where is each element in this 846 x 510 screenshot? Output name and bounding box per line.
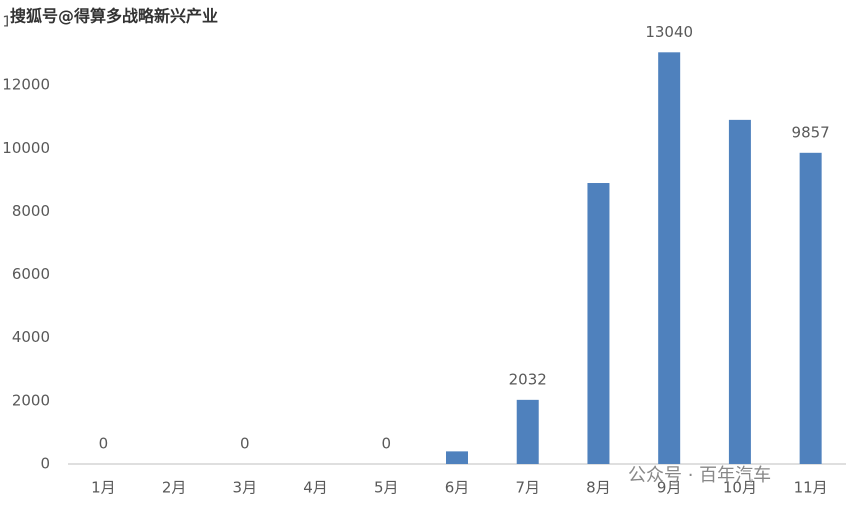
x-tick-label: 7月 [515,479,540,497]
x-tick-label: 1月 [91,479,116,497]
bar [658,52,681,465]
bar [516,399,539,464]
x-tick-label: 4月 [303,479,328,497]
data-label: 0 [381,435,391,453]
x-tick-label: 8月 [586,479,611,497]
bar [728,119,751,464]
y-tick-label: 4000 [12,328,50,346]
y-tick-label: 12000 [2,76,50,94]
watermark-bg [8,5,233,29]
y-tick-label: 10000 [2,139,50,157]
bar [446,451,468,464]
x-tick-label: 9月 [657,479,682,497]
watermark: 公众号 · 百年汽车 [628,465,771,486]
data-label: 13040 [645,23,693,41]
y-tick-label: 8000 [12,202,50,220]
x-tick-label: 6月 [445,479,470,497]
x-tick-label: 3月 [233,479,258,497]
bar [587,183,610,464]
data-label: 9857 [792,123,830,141]
x-tick-label: 5月 [374,479,399,497]
y-tick-label: 6000 [12,265,50,283]
x-tick-label: 10月 [723,479,757,497]
data-label: 0 [99,435,109,453]
data-label: 0 [240,435,250,453]
y-tick-label: 0 [40,455,50,473]
bar [799,152,822,465]
x-tick-label: 11月 [794,479,828,497]
y-tick-label: 2000 [12,391,50,409]
watermark: 搜狐号@得算多战略新兴产业 [10,7,218,26]
x-tick-label: 2月 [162,479,187,497]
data-label: 2032 [509,370,547,388]
